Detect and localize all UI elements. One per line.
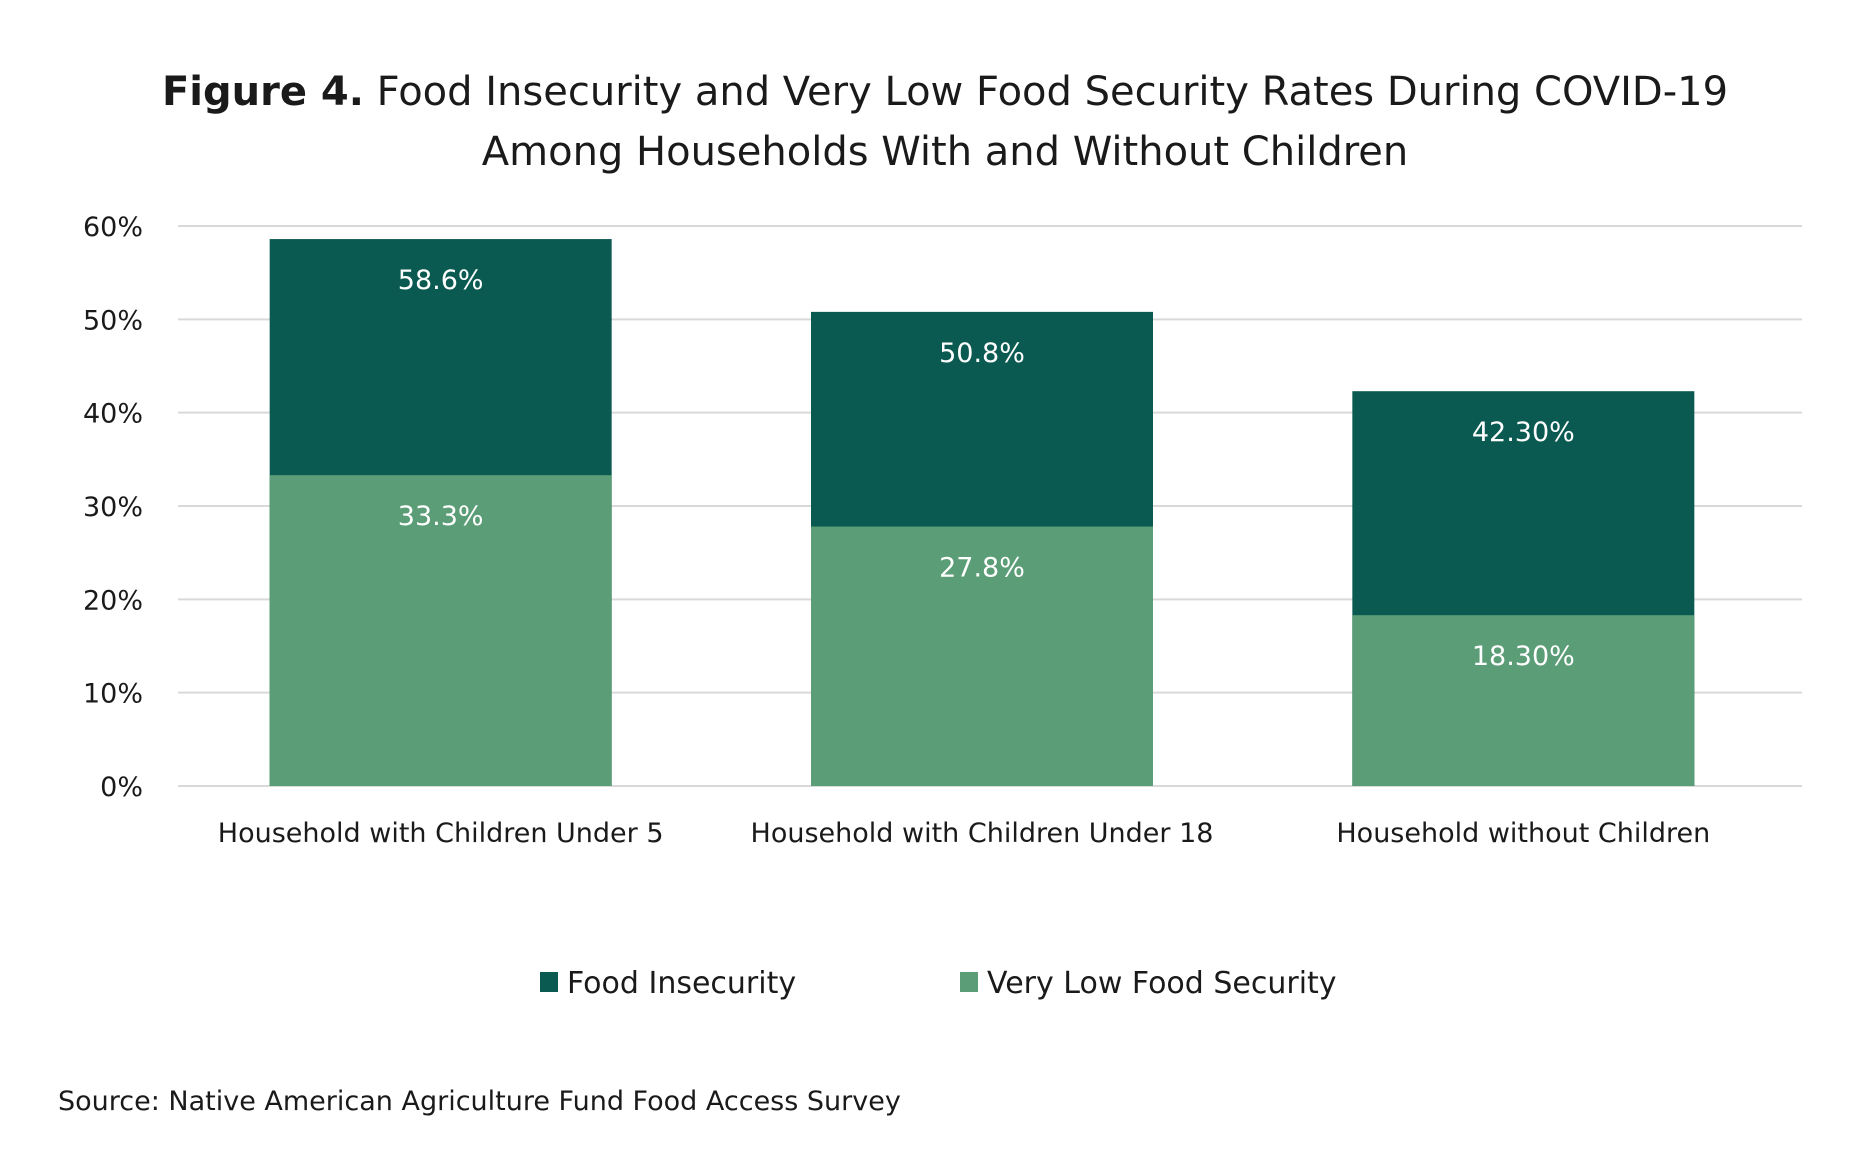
- bar-very-low-food-security: [1352, 615, 1695, 786]
- legend-swatch: [960, 972, 978, 992]
- figure-number: Figure 4.: [161, 69, 364, 115]
- y-tick-label: 60%: [83, 212, 143, 243]
- data-label: 42.30%: [1472, 417, 1575, 448]
- y-tick-label: 0%: [100, 772, 143, 803]
- x-category-label: Household with Children Under 18: [751, 818, 1214, 849]
- title-line-1: Food Insecurity and Very Low Food Securi…: [376, 69, 1729, 115]
- data-label: 27.8%: [939, 553, 1025, 584]
- legend-label: Very Low Food Security: [987, 966, 1337, 1001]
- title-line-2: Among Households With and Without Childr…: [481, 129, 1409, 175]
- x-category-label: Household without Children: [1336, 818, 1710, 849]
- y-tick-label: 10%: [83, 679, 143, 710]
- chart-title: Figure 4. Food Insecurity and Very Low F…: [0, 62, 1860, 182]
- bar-very-low-food-security: [269, 475, 612, 786]
- bar-very-low-food-security: [811, 526, 1153, 786]
- source-note: Source: Native American Agriculture Fund…: [58, 1086, 901, 1117]
- y-tick-label: 20%: [83, 585, 143, 616]
- y-tick-label: 50%: [83, 305, 143, 336]
- x-category-label: Household with Children Under 5: [218, 818, 664, 849]
- legend-swatch: [540, 972, 558, 992]
- y-tick-label: 30%: [83, 492, 143, 523]
- legend-label: Food Insecurity: [567, 966, 796, 1001]
- y-tick-label: 40%: [83, 399, 143, 430]
- data-label: 50.8%: [939, 338, 1025, 369]
- data-label: 58.6%: [398, 265, 484, 296]
- data-label: 33.3%: [398, 501, 484, 532]
- data-label: 18.30%: [1472, 641, 1575, 672]
